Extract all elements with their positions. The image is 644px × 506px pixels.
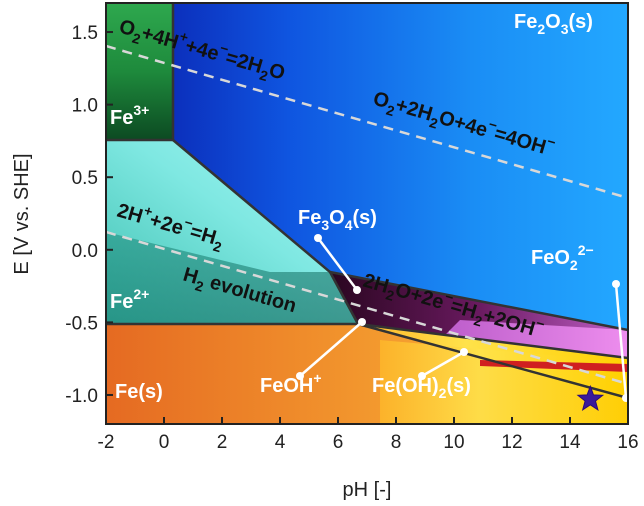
x-tick-label: -2 [98, 432, 115, 453]
label-fe: Fe(s) [115, 381, 163, 403]
x-tick-label: 6 [333, 432, 344, 453]
x-tick-label: 14 [559, 432, 581, 453]
label-feoh: FeOH+ [260, 370, 322, 397]
phase-boundaries [106, 3, 628, 400]
y-tick-label: 1.0 [72, 96, 98, 117]
label-feoh2: Fe(OH)2(s) [372, 375, 471, 401]
y-tick-label: 1.5 [72, 23, 98, 44]
y-tick-label: -1.0 [65, 386, 98, 407]
region-red-band [480, 360, 628, 372]
label-fe2o3: Fe2O3(s) [514, 11, 593, 37]
y-tick-label: 0.5 [72, 168, 98, 189]
y-tick-label: 0.0 [72, 241, 98, 262]
x-tick-label: 16 [617, 432, 638, 453]
x-axis-title: pH [-] [343, 479, 392, 501]
h2-evolution-line [106, 230, 628, 386]
y-axis: 1.5 1.0 0.5 0.0 -0.5 -1.0 [65, 23, 113, 407]
o2-evolution-line [106, 44, 628, 200]
region-fe2-lower [106, 232, 358, 324]
x-axis: -2 0 2 4 6 8 10 12 14 16 [98, 417, 639, 453]
x-tick-label: 2 [217, 432, 228, 453]
x-tick-label: 4 [275, 432, 286, 453]
x-tick-label: 12 [501, 432, 522, 453]
callout-lines [299, 237, 628, 399]
callout-dots [296, 234, 628, 402]
star-icon [576, 384, 605, 411]
label-fe3: Fe3+ [110, 102, 149, 129]
region-fe3 [106, 3, 173, 140]
label-fe3o4: Fe3O4(s) [298, 207, 377, 233]
x-tick-label: 10 [443, 432, 464, 453]
label-feo2: FeO22− [531, 242, 594, 273]
x-tick-label: 0 [159, 432, 170, 453]
label-h-base: 2H2O+2e−=H2+2OH− [359, 265, 546, 347]
region-feoh2-lower [380, 340, 628, 424]
plot-frame [105, 2, 629, 425]
x-tick-label: 8 [391, 432, 402, 453]
label-fe2: Fe2+ [110, 286, 149, 313]
y-axis-title: E [V vs. SHE] [11, 153, 33, 274]
y-tick-label: -0.5 [65, 313, 98, 334]
